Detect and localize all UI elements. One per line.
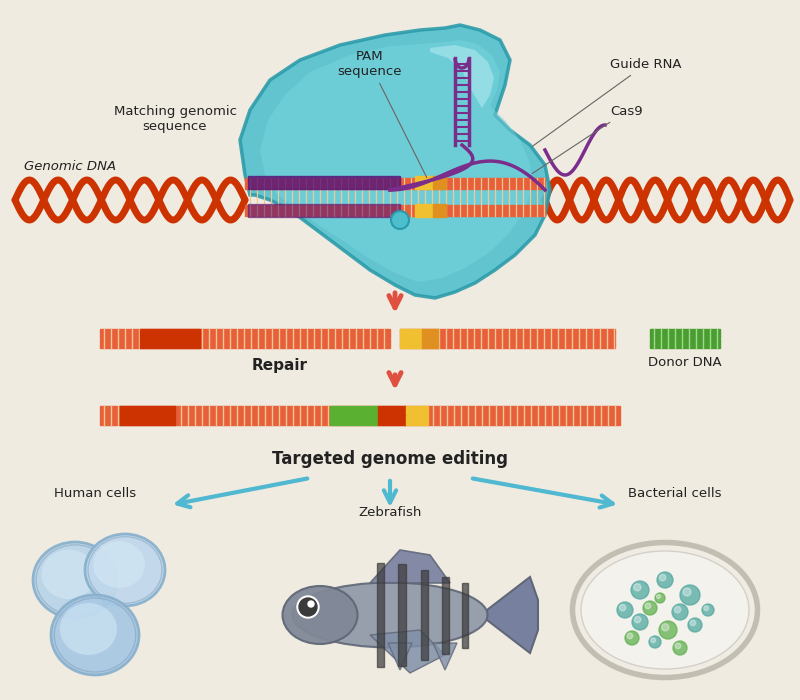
Text: Matching genomic
sequence: Matching genomic sequence [114, 105, 237, 133]
Bar [400, 339, 615, 348]
Bar [140, 329, 200, 338]
Bar [140, 339, 200, 348]
Bar [406, 406, 428, 415]
Bar [433, 204, 446, 217]
Bar [650, 329, 720, 338]
Polygon shape [370, 630, 445, 673]
Text: Targeted genome editing: Targeted genome editing [272, 450, 508, 468]
Circle shape [659, 621, 677, 639]
Circle shape [674, 606, 681, 612]
Bar [378, 406, 406, 415]
Circle shape [657, 572, 673, 588]
Circle shape [625, 631, 639, 645]
Circle shape [643, 601, 657, 615]
Bar [650, 339, 720, 348]
Bar [100, 416, 620, 425]
Polygon shape [370, 550, 450, 583]
Bar [245, 178, 545, 189]
Ellipse shape [33, 542, 117, 618]
Circle shape [655, 593, 665, 603]
Polygon shape [388, 643, 412, 670]
Text: Bacterial cells: Bacterial cells [628, 487, 722, 500]
Bar [120, 416, 175, 425]
Bar [442, 577, 449, 654]
Bar [400, 329, 422, 338]
Bar [248, 204, 400, 217]
Bar [400, 329, 615, 338]
Bar [422, 329, 438, 338]
Bar [422, 339, 438, 348]
Bar [421, 570, 427, 660]
Text: Genomic DNA: Genomic DNA [24, 160, 116, 173]
Bar [100, 329, 390, 338]
Polygon shape [487, 577, 538, 653]
Ellipse shape [51, 595, 139, 675]
Ellipse shape [293, 582, 487, 648]
Bar [100, 339, 390, 348]
Circle shape [657, 594, 661, 598]
Bar [415, 204, 433, 217]
Circle shape [683, 588, 691, 596]
Bar [330, 406, 378, 415]
Bar [378, 416, 406, 425]
Circle shape [634, 617, 641, 623]
Text: Guide RNA: Guide RNA [532, 58, 682, 146]
Circle shape [391, 211, 409, 229]
Text: PAM
sequence: PAM sequence [338, 50, 426, 178]
Circle shape [672, 604, 688, 620]
Ellipse shape [42, 550, 96, 599]
Circle shape [673, 641, 687, 655]
Bar [398, 564, 406, 666]
Bar [406, 416, 428, 425]
Bar [248, 176, 400, 189]
Circle shape [680, 585, 700, 605]
Circle shape [632, 614, 648, 630]
Bar [400, 339, 422, 348]
Circle shape [688, 618, 702, 632]
Circle shape [690, 620, 696, 626]
Circle shape [299, 598, 317, 616]
Bar [330, 416, 378, 425]
Circle shape [702, 604, 714, 616]
Text: Repair: Repair [252, 358, 308, 373]
Text: Human cells: Human cells [54, 487, 136, 500]
Circle shape [297, 596, 319, 618]
Ellipse shape [85, 534, 165, 606]
Bar [415, 176, 433, 189]
Circle shape [634, 584, 641, 591]
Circle shape [619, 604, 626, 611]
Bar [433, 176, 446, 189]
Circle shape [675, 643, 681, 649]
Ellipse shape [93, 541, 145, 588]
Circle shape [645, 603, 650, 609]
Circle shape [704, 606, 709, 610]
Ellipse shape [60, 603, 117, 655]
Ellipse shape [581, 551, 749, 669]
Circle shape [662, 624, 669, 631]
Circle shape [649, 636, 661, 648]
Circle shape [659, 575, 666, 581]
Ellipse shape [282, 586, 358, 644]
Polygon shape [260, 40, 532, 282]
Circle shape [627, 633, 633, 638]
Text: Zebrafish: Zebrafish [358, 506, 422, 519]
Circle shape [651, 638, 656, 643]
Bar [100, 406, 620, 415]
Polygon shape [430, 45, 494, 108]
Bar [245, 205, 545, 216]
Polygon shape [240, 25, 550, 298]
Text: Cas9: Cas9 [532, 105, 642, 174]
Bar [120, 406, 175, 415]
Text: Donor DNA: Donor DNA [648, 356, 722, 369]
Polygon shape [433, 643, 457, 670]
Circle shape [617, 602, 633, 618]
Ellipse shape [573, 542, 758, 678]
Bar [377, 563, 383, 667]
Circle shape [631, 581, 649, 599]
Circle shape [308, 601, 314, 607]
Bar [462, 582, 468, 648]
